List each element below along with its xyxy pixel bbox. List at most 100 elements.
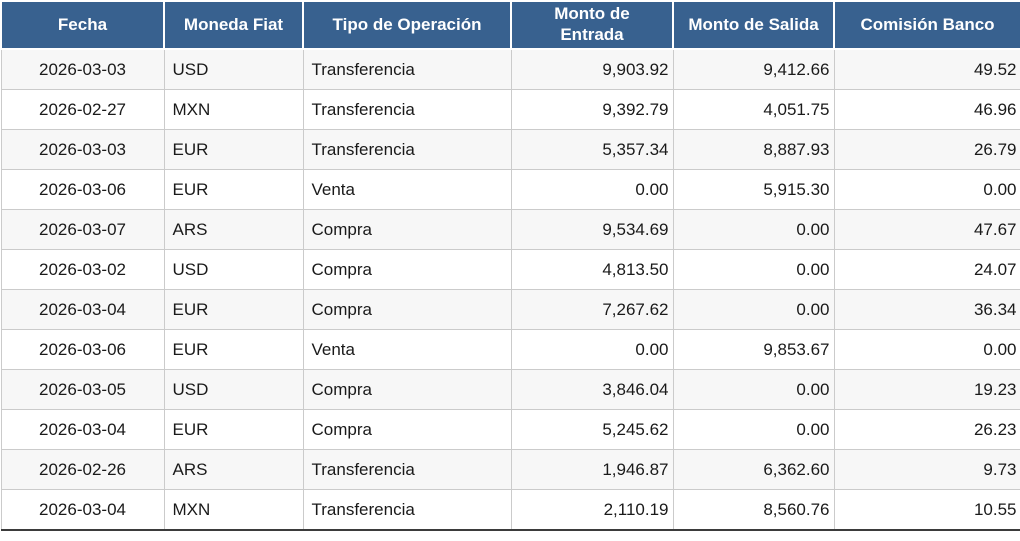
column-header-label: Monto de Salida: [688, 14, 819, 34]
table-cell: 2,110.19: [510, 489, 674, 531]
table-header-row: Fecha Moneda Fiat Tipo de Operación Monto d…: [0, 0, 1020, 50]
table-cell: 2026-03-05: [0, 369, 165, 410]
table-cell: Compra: [302, 289, 512, 330]
table-cell: 6,362.60: [672, 449, 835, 490]
table-cell: 9.73: [833, 449, 1020, 490]
table-cell: 9,392.79: [510, 89, 674, 130]
table-cell: 36.34: [833, 289, 1020, 330]
table-cell: 26.23: [833, 409, 1020, 450]
table-cell: USD: [163, 48, 304, 90]
table-cell: EUR: [163, 289, 304, 330]
table-cell: 2026-03-07: [0, 209, 165, 250]
table-cell: 0.00: [510, 329, 674, 370]
table-cell: 0.00: [672, 289, 835, 330]
column-header-label: Monto de Entrada: [554, 4, 630, 44]
table-cell: 2026-03-04: [0, 409, 165, 450]
table-cell: EUR: [163, 129, 304, 170]
table-cell: 2026-02-27: [0, 89, 165, 130]
table-cell: Transferencia: [302, 89, 512, 130]
table-cell: 5,245.62: [510, 409, 674, 450]
table-cell: 0.00: [672, 409, 835, 450]
table-cell: EUR: [163, 409, 304, 450]
table-row: 2026-03-04 EUR Compra 7,267.62 0.00 36.34: [0, 289, 1020, 330]
table-cell: 0.00: [833, 329, 1020, 370]
table-cell: 2026-03-04: [0, 489, 165, 531]
table-cell: 0.00: [510, 169, 674, 210]
table-cell: EUR: [163, 169, 304, 210]
table-cell: ARS: [163, 449, 304, 490]
table-cell: 9,412.66: [672, 48, 835, 90]
table-cell: 49.52: [833, 48, 1020, 90]
table-cell: 8,560.76: [672, 489, 835, 531]
table-row: 2026-03-06 EUR Venta 0.00 9,853.67 0.00: [0, 329, 1020, 370]
column-header: Moneda Fiat: [163, 0, 304, 50]
table-row: 2026-03-05 USD Compra 3,846.04 0.00 19.23: [0, 369, 1020, 410]
table-cell: 26.79: [833, 129, 1020, 170]
table-cell: USD: [163, 249, 304, 290]
table-cell: 2026-03-04: [0, 289, 165, 330]
column-header: Monto de Entrada: [510, 0, 674, 50]
table-cell: 9,853.67: [672, 329, 835, 370]
table-cell: 19.23: [833, 369, 1020, 410]
table-row: 2026-03-04 MXN Transferencia 2,110.19 8,560.…: [0, 489, 1020, 531]
table-cell: Transferencia: [302, 489, 512, 531]
table-cell: 9,534.69: [510, 209, 674, 250]
table-cell: Compra: [302, 249, 512, 290]
table-cell: 46.96: [833, 89, 1020, 130]
table-row: 2026-02-26 ARS Transferencia 1,946.87 6,362.…: [0, 449, 1020, 490]
table-cell: 2026-03-06: [0, 329, 165, 370]
table-cell: MXN: [163, 89, 304, 130]
table-row: 2026-03-02 USD Compra 4,813.50 0.00 24.07: [0, 249, 1020, 290]
table-cell: Venta: [302, 329, 512, 370]
table-cell: 3,846.04: [510, 369, 674, 410]
column-header: Fecha: [0, 0, 165, 50]
table-cell: 4,813.50: [510, 249, 674, 290]
table-row: 2026-02-27 MXN Transferencia 9,392.79 4,051.…: [0, 89, 1020, 130]
table-cell: 0.00: [672, 369, 835, 410]
table-cell: USD: [163, 369, 304, 410]
table-cell: 7,267.62: [510, 289, 674, 330]
table-cell: Transferencia: [302, 48, 512, 90]
table-body: 2026-03-03 USD Transferencia 9,903.92 9,412.…: [0, 48, 1020, 531]
table-row: 2026-03-04 EUR Compra 5,245.62 0.00 26.23: [0, 409, 1020, 450]
table-row: 2026-03-03 EUR Transferencia 5,357.34 8,887.…: [0, 129, 1020, 170]
table-cell: 5,915.30: [672, 169, 835, 210]
table-cell: ARS: [163, 209, 304, 250]
table-cell: 0.00: [833, 169, 1020, 210]
table-row: 2026-03-07 ARS Compra 9,534.69 0.00 47.67: [0, 209, 1020, 250]
table-cell: 24.07: [833, 249, 1020, 290]
table-cell: 4,051.75: [672, 89, 835, 130]
table-cell: 8,887.93: [672, 129, 835, 170]
table-cell: 2026-02-26: [0, 449, 165, 490]
table-cell: 2026-03-06: [0, 169, 165, 210]
column-header-label: Fecha: [57, 14, 108, 34]
column-header: Comisión Banco: [833, 0, 1020, 50]
column-header: Monto de Salida: [672, 0, 835, 50]
column-header-label: Moneda Fiat: [183, 14, 284, 34]
table-cell: 47.67: [833, 209, 1020, 250]
table-cell: 0.00: [672, 249, 835, 290]
table-cell: Compra: [302, 209, 512, 250]
table-row: 2026-03-06 EUR Venta 0.00 5,915.30 0.00: [0, 169, 1020, 210]
table-cell: 1,946.87: [510, 449, 674, 490]
column-header-label: Tipo de Operación: [332, 14, 482, 34]
table-header: Fecha Moneda Fiat Tipo de Operación Monto d…: [0, 0, 1020, 50]
table-row: 2026-03-03 USD Transferencia 9,903.92 9,412.…: [0, 48, 1020, 90]
table-cell: Transferencia: [302, 129, 512, 170]
table-cell: EUR: [163, 329, 304, 370]
column-header: Tipo de Operación: [302, 0, 512, 50]
table-cell: 2026-03-03: [0, 129, 165, 170]
table-cell: Venta: [302, 169, 512, 210]
table-cell: 0.00: [672, 209, 835, 250]
table-cell: 2026-03-02: [0, 249, 165, 290]
column-header-label: Comisión Banco: [860, 14, 995, 34]
table-cell: 5,357.34: [510, 129, 674, 170]
table-cell: MXN: [163, 489, 304, 531]
table-cell: Compra: [302, 409, 512, 450]
table-cell: Compra: [302, 369, 512, 410]
table-cell: 2026-03-03: [0, 48, 165, 90]
table-cell: 10.55: [833, 489, 1020, 531]
table-cell: Transferencia: [302, 449, 512, 490]
